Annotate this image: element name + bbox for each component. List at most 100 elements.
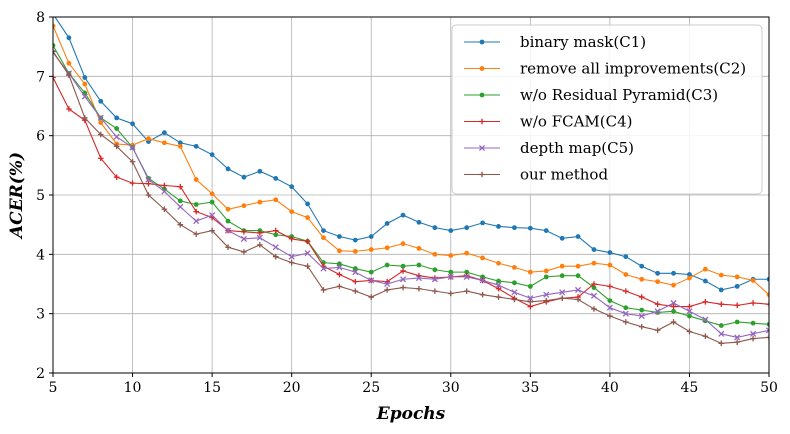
data-point (607, 262, 613, 268)
data-point (352, 237, 358, 243)
data-point (177, 221, 184, 228)
legend-marker (479, 39, 485, 45)
data-point (400, 212, 406, 218)
data-point (272, 253, 279, 260)
data-point (591, 260, 597, 266)
series-layer (53, 17, 769, 347)
data-point (66, 72, 72, 78)
legend-label: depth map(C5) (520, 139, 634, 157)
data-point (464, 250, 470, 256)
data-point (209, 191, 215, 197)
data-point (607, 250, 613, 255)
data-point (352, 248, 358, 254)
data-point (82, 75, 88, 80)
data-point (702, 278, 708, 284)
data-point (448, 253, 454, 258)
data-point (352, 288, 359, 294)
data-point (320, 265, 327, 272)
data-point (766, 334, 769, 341)
data-point (241, 174, 247, 180)
x-axis-title: Epochs (376, 404, 446, 424)
data-point (702, 299, 709, 305)
data-point (495, 285, 502, 292)
data-point (320, 287, 327, 293)
data-point (352, 278, 359, 285)
data-point (384, 245, 390, 251)
data-point (384, 280, 391, 288)
data-point (240, 235, 247, 242)
data-point (463, 273, 470, 280)
data-point (766, 292, 769, 298)
data-point (496, 224, 501, 229)
data-point (257, 242, 263, 248)
data-point (82, 115, 88, 121)
x-tick-label: 10 (124, 380, 142, 396)
data-point (337, 248, 342, 254)
data-point (575, 296, 581, 303)
data-point (686, 308, 693, 315)
data-point (765, 327, 769, 334)
data-point (750, 330, 757, 337)
data-point (750, 335, 756, 342)
data-point (224, 227, 232, 234)
legend-item: remove all improvements(C2) (464, 60, 746, 78)
series-2 (53, 23, 769, 298)
x-tick-label: 45 (681, 380, 699, 396)
data-point (639, 307, 645, 313)
data-point (53, 74, 56, 81)
x-tick-label: 30 (442, 380, 460, 396)
data-point (225, 218, 231, 224)
x-tick-label: 5 (49, 380, 58, 396)
data-point (480, 274, 485, 280)
data-point (432, 225, 438, 231)
data-point (431, 276, 438, 283)
y-tick-label: 8 (36, 10, 45, 26)
data-point (416, 262, 422, 268)
data-point (671, 282, 676, 288)
data-point (718, 287, 724, 293)
data-point (527, 283, 533, 289)
y-tick-label: 7 (36, 69, 45, 85)
data-point (591, 281, 597, 287)
data-point (97, 114, 104, 121)
data-point (448, 228, 454, 234)
data-point (527, 303, 534, 310)
data-point (495, 294, 502, 300)
data-point (575, 234, 581, 239)
data-point (654, 327, 661, 334)
series-5 (53, 49, 769, 341)
data-point (670, 303, 677, 310)
data-point (543, 297, 550, 304)
data-point (97, 131, 104, 138)
series-line (53, 51, 769, 344)
data-point (66, 35, 72, 41)
data-point (53, 43, 56, 48)
data-point (671, 308, 676, 314)
data-point (161, 182, 168, 189)
data-point (671, 270, 676, 276)
data-point (225, 166, 231, 172)
data-point (146, 136, 151, 142)
data-point (718, 330, 725, 337)
data-point (511, 289, 518, 296)
data-point (273, 197, 279, 203)
data-point (496, 278, 501, 284)
legend-marker (479, 66, 485, 71)
data-point (305, 201, 310, 207)
data-point (81, 93, 88, 100)
data-point (623, 254, 629, 260)
data-point (368, 247, 374, 252)
data-point (590, 292, 598, 299)
data-point (288, 259, 295, 266)
data-point (670, 319, 677, 325)
data-point (177, 183, 184, 190)
x-tick-label: 35 (521, 380, 539, 396)
data-point (734, 334, 741, 341)
data-point (734, 339, 740, 345)
data-point (687, 272, 692, 277)
data-point (527, 269, 533, 275)
data-point (400, 263, 406, 269)
data-point (750, 278, 756, 283)
data-point (399, 276, 407, 283)
data-point (575, 273, 581, 279)
